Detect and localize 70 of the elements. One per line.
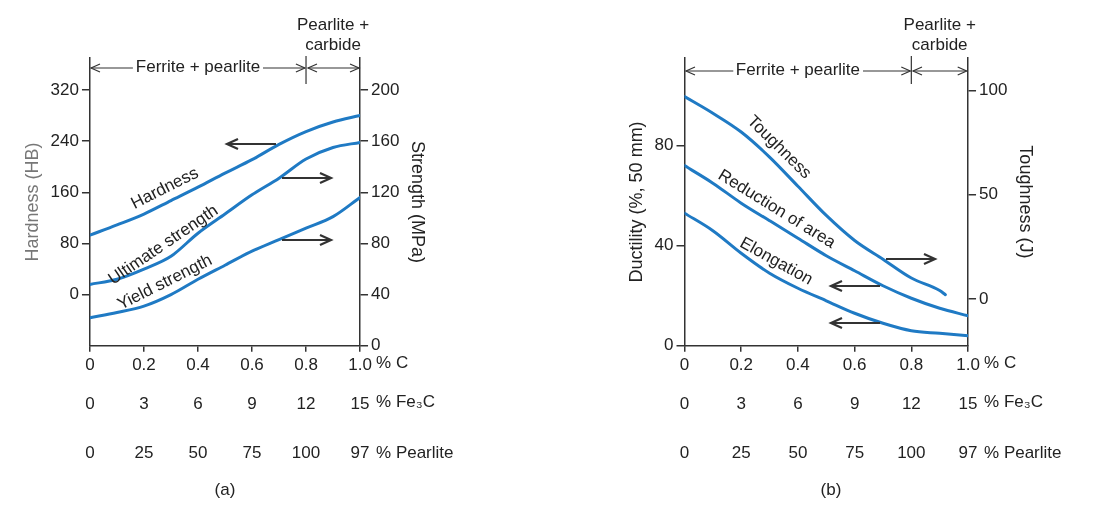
text: Pearlite + carbide: [296, 15, 370, 55]
y-tick-label: 0: [664, 335, 674, 355]
x2-tick-label: 15: [350, 394, 370, 414]
x-tick-label: 1.0: [956, 354, 980, 374]
text: Pearlite + carbide: [903, 15, 976, 55]
text: 50: [188, 442, 208, 462]
x-tick-label: 0.8: [899, 354, 924, 374]
text: 100: [291, 442, 321, 462]
x2-tick-label: 9: [247, 394, 257, 414]
text: % Pearlite: [376, 442, 454, 462]
x-tick-label: 0.2: [729, 354, 754, 374]
x-tick-label: 0.6: [842, 354, 867, 374]
text: 75: [242, 442, 262, 462]
annotation: Ferrite + pearlite: [735, 60, 861, 80]
y2-tick-label: 0: [371, 335, 381, 355]
y-axis-title: Ductility (%, 50 mm): [625, 121, 646, 283]
x2-tick-label: 12: [296, 394, 316, 414]
x2-axis-title: % Fe₃C: [376, 392, 435, 412]
x2-tick-label: 0: [679, 394, 690, 414]
y-tick-label: 80: [654, 135, 674, 155]
y2-tick-label: 100: [979, 80, 1008, 100]
x-tick-label: 0: [85, 354, 95, 374]
text: 97: [350, 442, 370, 462]
x2-tick-label: 9: [849, 394, 860, 414]
y2-tick-label: 50: [979, 184, 998, 204]
y2-tick-label: 0: [979, 288, 989, 308]
text: 97: [958, 442, 978, 462]
text: 0: [85, 442, 95, 462]
y2-tick-label: 120: [371, 181, 400, 201]
x-tick-label: 0.8: [294, 354, 318, 374]
x-tick-label: 1.0: [348, 354, 372, 374]
text: 50: [788, 442, 808, 462]
x2-tick-label: 3: [139, 394, 149, 414]
x2-tick-label: 6: [193, 394, 203, 414]
x-tick-label: 0.6: [240, 354, 264, 374]
text: 25: [134, 442, 154, 462]
y2-axis-title: Toughness (J): [1016, 145, 1037, 259]
x2-tick-label: 12: [901, 394, 921, 414]
y-tick-label: 0: [69, 284, 79, 304]
y-tick-label: 240: [50, 130, 79, 150]
x2-tick-label: 3: [736, 394, 746, 414]
text: (a): [214, 480, 236, 500]
x-axis-title: % C: [376, 352, 409, 372]
x-tick-label: 0.4: [786, 354, 810, 374]
x-tick-label: 0.4: [186, 354, 210, 374]
x2-axis-title: % Fe₃C: [984, 392, 1043, 412]
x-axis-title: % C: [984, 352, 1017, 372]
y2-tick-label: 200: [371, 79, 400, 99]
annotation: Ferrite + pearlite: [135, 57, 261, 77]
y-tick-label: 40: [654, 235, 674, 255]
y-tick-label: 160: [50, 181, 79, 201]
x2-tick-label: 15: [958, 394, 978, 414]
x-tick-label: 0: [679, 354, 690, 374]
text: 25: [731, 442, 751, 462]
y2-axis-title: Strength (MPa): [408, 140, 429, 263]
line-series: [684, 95, 947, 297]
y-axis-title: Hardness (HB): [21, 142, 42, 262]
x-tick-label: 0.2: [132, 354, 156, 374]
x2-tick-label: 6: [793, 394, 803, 414]
text: % Pearlite: [984, 442, 1062, 462]
text: 100: [897, 442, 926, 462]
text: (b): [820, 480, 842, 500]
x2-tick-label: 0: [85, 394, 95, 414]
text: 75: [845, 442, 865, 462]
y-tick-label: 80: [60, 233, 79, 253]
y2-tick-label: 80: [371, 233, 390, 253]
y2-tick-label: 40: [371, 284, 390, 304]
text: 0: [679, 442, 690, 462]
y2-tick-label: 160: [371, 130, 400, 150]
y-tick-label: 320: [50, 79, 79, 99]
